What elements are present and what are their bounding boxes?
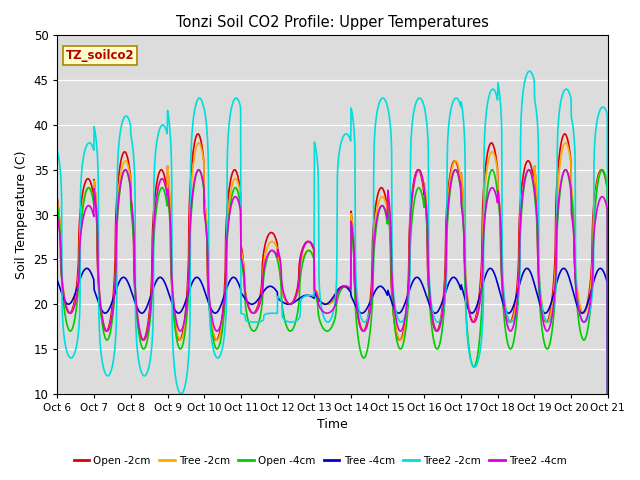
Title: Tonzi Soil CO2 Profile: Upper Temperatures: Tonzi Soil CO2 Profile: Upper Temperatur… <box>176 15 489 30</box>
Tree -2cm <box>176 337 184 343</box>
Tree -4cm <box>486 265 494 271</box>
Open -2cm <box>54 196 61 202</box>
Open -4cm <box>490 170 498 176</box>
Tree2 -4cm <box>54 215 61 221</box>
Tree -2cm <box>163 188 170 193</box>
Tree -2cm <box>418 173 426 179</box>
Open -4cm <box>539 331 547 337</box>
Tree2 -2cm <box>176 390 184 396</box>
Tree2 -4cm <box>539 316 547 322</box>
Line: Tree -4cm: Tree -4cm <box>58 268 608 480</box>
Tree2 -2cm <box>237 311 245 316</box>
Y-axis label: Soil Temperature (C): Soil Temperature (C) <box>15 150 28 279</box>
Tree -4cm <box>490 270 498 276</box>
Tree2 -4cm <box>237 256 245 262</box>
Tree -2cm <box>538 303 546 309</box>
X-axis label: Time: Time <box>317 419 348 432</box>
Line: Tree2 -2cm: Tree2 -2cm <box>58 71 608 480</box>
Tree -4cm <box>163 284 170 289</box>
Tree2 -4cm <box>419 174 426 180</box>
Open -4cm <box>54 203 61 209</box>
Open -2cm <box>237 244 245 250</box>
Tree -4cm <box>539 308 547 314</box>
Tree2 -4cm <box>490 187 498 192</box>
Line: Tree2 -4cm: Tree2 -4cm <box>58 170 608 480</box>
Tree -4cm <box>418 280 426 286</box>
Open -2cm <box>163 184 170 190</box>
Open -2cm <box>176 337 184 343</box>
Tree -4cm <box>54 278 61 284</box>
Tree2 -4cm <box>176 328 184 334</box>
Open -2cm <box>538 307 546 313</box>
Open -2cm <box>561 131 569 137</box>
Tree2 -2cm <box>163 128 170 134</box>
Tree2 -2cm <box>418 97 426 103</box>
Open -4cm <box>237 260 245 266</box>
Tree2 -4cm <box>415 167 422 173</box>
Tree2 -2cm <box>54 149 61 155</box>
Tree -4cm <box>237 290 245 296</box>
Tree -4cm <box>176 310 184 315</box>
Open -4cm <box>452 167 460 173</box>
Legend: Open -2cm, Tree -2cm, Open -4cm, Tree -4cm, Tree2 -2cm, Tree2 -4cm: Open -2cm, Tree -2cm, Open -4cm, Tree -4… <box>69 452 571 470</box>
Tree -2cm <box>237 249 245 254</box>
Line: Open -4cm: Open -4cm <box>58 170 608 480</box>
Tree2 -4cm <box>163 188 170 193</box>
Open -4cm <box>418 191 426 197</box>
Text: TZ_soilco2: TZ_soilco2 <box>66 48 134 61</box>
Tree -2cm <box>490 151 497 156</box>
Line: Tree -2cm: Tree -2cm <box>58 143 608 480</box>
Open -2cm <box>490 144 497 149</box>
Open -2cm <box>418 176 426 182</box>
Open -4cm <box>176 346 184 352</box>
Line: Open -2cm: Open -2cm <box>58 134 608 480</box>
Open -4cm <box>163 198 170 204</box>
Tree2 -2cm <box>526 68 534 74</box>
Tree -2cm <box>54 200 61 205</box>
Tree2 -2cm <box>490 86 497 92</box>
Tree2 -2cm <box>539 308 547 313</box>
Tree -2cm <box>562 140 570 146</box>
